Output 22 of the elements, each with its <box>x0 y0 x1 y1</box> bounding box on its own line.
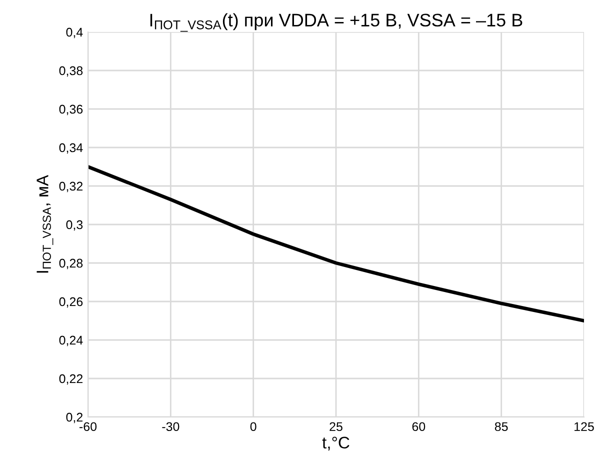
y-axis-title: I$_{ПОТ_VSSA}$, мА <box>36 174 54 273</box>
y-tick-label: 0,24 <box>59 336 83 346</box>
y-tick-label: 0,3 <box>66 220 83 231</box>
x-tick-label: 0 <box>250 422 256 432</box>
y-tick-label: 0,28 <box>59 258 83 270</box>
x-axis-title: t,°C <box>322 436 350 450</box>
x-tick-label: -60 <box>80 422 97 432</box>
y-tick-label: 0,22 <box>59 374 83 385</box>
x-tick-label: 125 <box>574 422 594 432</box>
y-tick-label: 0,38 <box>59 66 83 77</box>
y-tick-label: 0,26 <box>59 297 83 308</box>
y-tick-label: 0,4 <box>66 28 83 38</box>
chart-title: I$_{ПОТ_VSSA}$(t) при VDDA = +15 В, VSSA = –15 В <box>150 13 522 32</box>
x-tick-label: 25 <box>330 422 342 432</box>
y-tick-label: 0,2 <box>66 412 83 424</box>
x-tick-label: -30 <box>162 422 180 432</box>
x-tick-label: 85 <box>494 422 508 432</box>
line-series <box>88 165 584 322</box>
y-tick-label: 0,32 <box>59 182 83 192</box>
y-tick-label: 0,34 <box>59 143 83 154</box>
x-tick-label: 60 <box>412 422 426 432</box>
y-tick-label: 0,36 <box>59 104 83 116</box>
